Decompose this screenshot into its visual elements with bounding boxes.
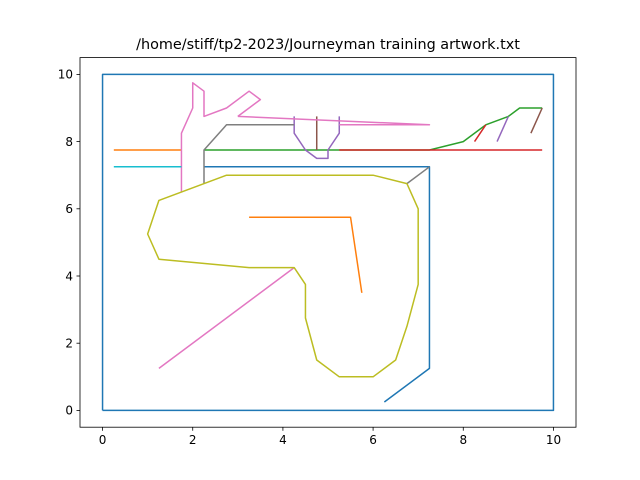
- series-line-8: [496, 116, 510, 142]
- x-tick-label: 10: [546, 433, 561, 447]
- series-line-15: [406, 166, 430, 185]
- y-tick-label: 8: [65, 135, 73, 149]
- y-tick-label: 10: [58, 68, 73, 82]
- x-tick-label: 0: [99, 433, 107, 447]
- series-line-12: [237, 115, 431, 126]
- y-tick-label: 4: [65, 269, 73, 283]
- x-tick-label: 2: [189, 433, 197, 447]
- y-tick-label: 2: [65, 337, 73, 351]
- series-line-7: [293, 116, 341, 160]
- series-line-10: [530, 107, 543, 134]
- series-line-6: [473, 124, 487, 143]
- chart-title: /home/stiff/tp2-2023/Journeyman training…: [136, 37, 520, 53]
- series-line-1: [204, 166, 431, 403]
- series-line-13: [158, 266, 295, 370]
- x-axis: 0 2 4 6 8 10: [99, 427, 561, 447]
- x-tick-label: 6: [369, 433, 377, 447]
- x-tick-label: 8: [459, 433, 467, 447]
- series-line-16: [146, 174, 419, 378]
- series-line-11: [180, 82, 262, 192]
- series-line-3: [249, 216, 363, 293]
- y-tick-label: 6: [65, 202, 73, 216]
- y-axis: 0 2 4 6 8 10: [58, 68, 80, 418]
- plot-frame: [79, 57, 577, 428]
- series-line-14: [203, 124, 295, 184]
- series-layer: [101, 73, 555, 412]
- y-tick-label: 0: [65, 404, 73, 418]
- x-tick-label: 4: [279, 433, 287, 447]
- series-line-0: [101, 73, 555, 412]
